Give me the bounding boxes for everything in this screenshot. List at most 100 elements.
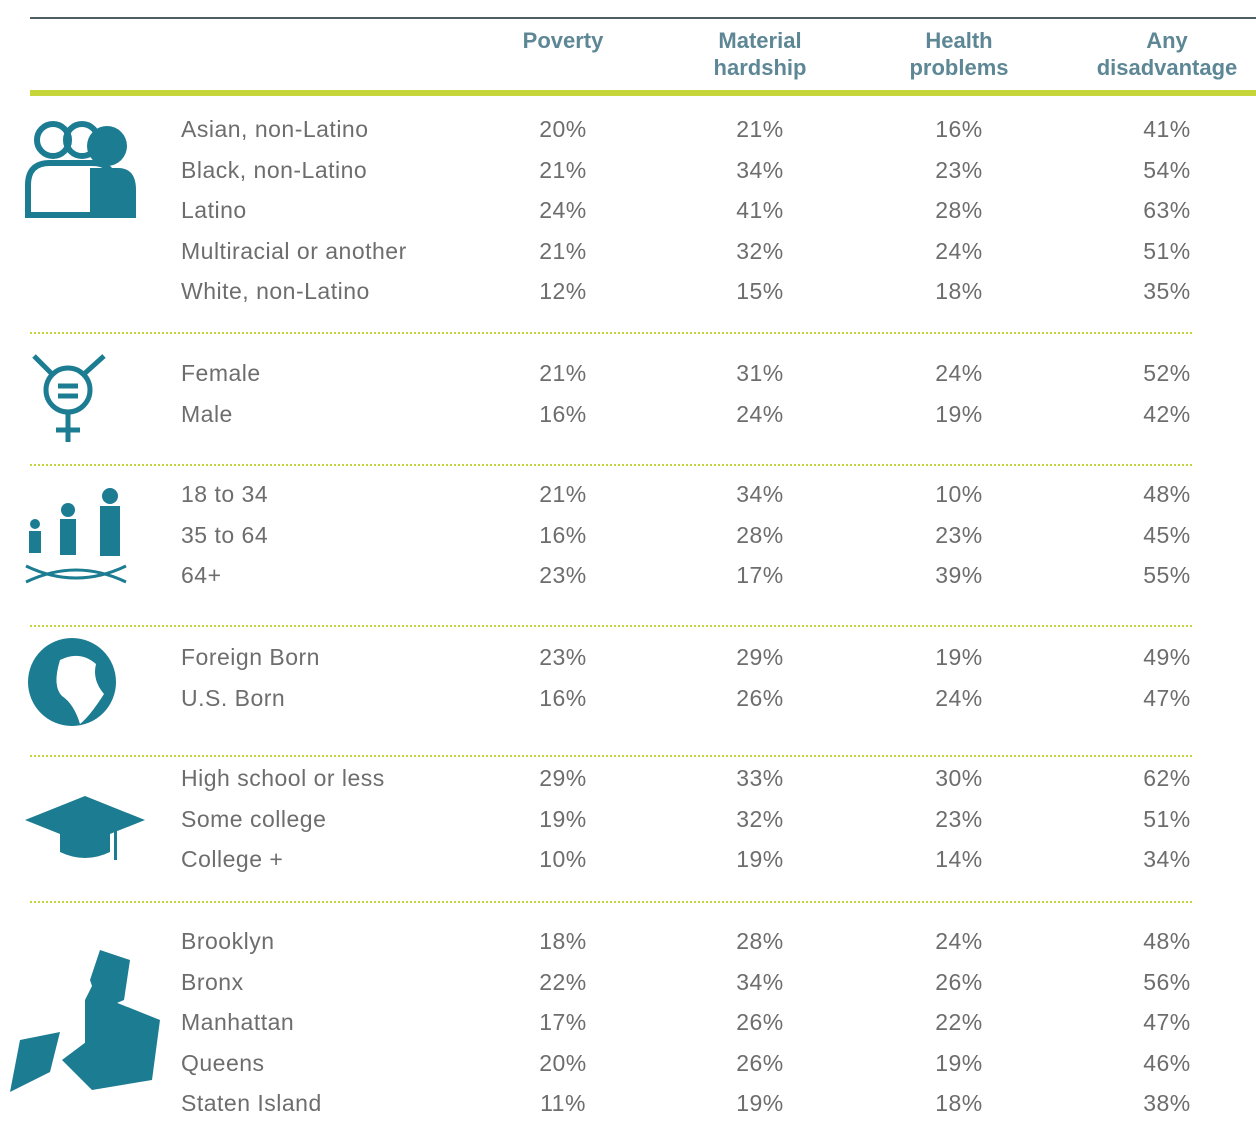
cell-value: 24% xyxy=(539,197,587,224)
cell-value: 18% xyxy=(935,278,983,305)
row-label: High school or less xyxy=(181,765,385,791)
globe-icon xyxy=(28,638,116,726)
cell-value: 15% xyxy=(736,278,784,305)
cell-value: 52% xyxy=(1143,360,1191,386)
row-label: U.S. Born xyxy=(181,684,286,711)
cell-value: 28% xyxy=(736,928,784,954)
cell-value: 62% xyxy=(1143,765,1191,791)
cell-value: 18% xyxy=(935,1090,983,1117)
people-icon xyxy=(25,121,136,218)
cell-value: 24% xyxy=(935,237,983,264)
column-header: Material hardship xyxy=(713,28,807,80)
cell-value: 41% xyxy=(736,197,784,224)
cell-value: 46% xyxy=(1143,1049,1191,1076)
row-label: Manhattan xyxy=(181,1009,295,1036)
row-label: Some college xyxy=(181,805,327,832)
cell-value: 23% xyxy=(539,562,587,589)
cell-value: 32% xyxy=(736,237,784,264)
cell-value: 23% xyxy=(935,805,983,832)
nyc-map-icon xyxy=(10,950,160,1092)
cell-value: 38% xyxy=(1143,1090,1191,1117)
cell-value: 48% xyxy=(1143,928,1191,954)
row-label: 18 to 34 xyxy=(181,481,269,507)
cell-value: 14% xyxy=(935,846,983,873)
cell-value: 23% xyxy=(935,156,983,183)
gender-icon xyxy=(32,354,106,442)
group-divider xyxy=(30,901,1192,903)
group-divider xyxy=(30,625,1192,627)
cell-value: 34% xyxy=(736,968,784,995)
cell-value: 26% xyxy=(736,1009,784,1036)
cell-value: 16% xyxy=(539,684,587,711)
cell-value: 12% xyxy=(539,278,587,305)
cell-value: 21% xyxy=(736,116,784,142)
column-header: Health problems xyxy=(909,28,1009,80)
row-label: Black, non-Latino xyxy=(181,156,368,183)
row-label: Multiracial or another xyxy=(181,237,407,264)
cell-value: 19% xyxy=(736,1090,784,1117)
cell-value: 54% xyxy=(1143,156,1191,183)
cell-value: 24% xyxy=(736,400,784,427)
row-label: Latino xyxy=(181,197,247,224)
cell-value: 24% xyxy=(935,360,983,386)
cell-value: 21% xyxy=(539,237,587,264)
cell-value: 19% xyxy=(935,1049,983,1076)
cell-value: 48% xyxy=(1143,481,1191,507)
column-header: Any disadvantage xyxy=(1096,28,1238,80)
header-rule xyxy=(30,90,1256,96)
cell-value: 19% xyxy=(935,400,983,427)
cell-value: 26% xyxy=(736,684,784,711)
cell-value: 35% xyxy=(1143,278,1191,305)
cell-value: 47% xyxy=(1143,1009,1191,1036)
cell-value: 30% xyxy=(935,765,983,791)
cell-value: 19% xyxy=(935,644,983,670)
cell-value: 56% xyxy=(1143,968,1191,995)
cell-value: 34% xyxy=(736,481,784,507)
row-label: White, non-Latino xyxy=(181,278,370,305)
cell-value: 41% xyxy=(1143,116,1191,142)
cell-value: 18% xyxy=(539,928,587,954)
row-label: 35 to 64 xyxy=(181,521,269,548)
cell-value: 28% xyxy=(736,521,784,548)
row-label: College + xyxy=(181,846,284,873)
cell-value: 49% xyxy=(1143,644,1191,670)
cell-value: 26% xyxy=(935,968,983,995)
cell-value: 10% xyxy=(539,846,587,873)
group-divider xyxy=(30,755,1192,757)
top-rule xyxy=(30,17,1256,19)
cell-value: 55% xyxy=(1143,562,1191,589)
cell-value: 16% xyxy=(539,521,587,548)
cell-value: 34% xyxy=(1143,846,1191,873)
cell-value: 63% xyxy=(1143,197,1191,224)
row-label: Staten Island xyxy=(181,1090,322,1117)
cell-value: 39% xyxy=(935,562,983,589)
cell-value: 22% xyxy=(935,1009,983,1036)
cell-value: 21% xyxy=(539,156,587,183)
cell-value: 42% xyxy=(1143,400,1191,427)
cell-value: 22% xyxy=(539,968,587,995)
cell-value: 20% xyxy=(539,1049,587,1076)
row-label: Male xyxy=(181,400,233,427)
group-divider xyxy=(30,464,1192,466)
row-label: Asian, non-Latino xyxy=(181,116,369,142)
cell-value: 16% xyxy=(935,116,983,142)
cell-value: 20% xyxy=(539,116,587,142)
column-header: Poverty xyxy=(522,28,604,53)
cell-value: 23% xyxy=(539,644,587,670)
cell-value: 17% xyxy=(736,562,784,589)
cell-value: 29% xyxy=(539,765,587,791)
cell-value: 21% xyxy=(539,360,587,386)
cell-value: 17% xyxy=(539,1009,587,1036)
group-divider xyxy=(30,332,1192,334)
cell-value: 32% xyxy=(736,805,784,832)
cell-value: 31% xyxy=(736,360,784,386)
cell-value: 47% xyxy=(1143,684,1191,711)
cell-value: 10% xyxy=(935,481,983,507)
cell-value: 19% xyxy=(736,846,784,873)
row-label: Foreign Born xyxy=(181,644,320,670)
cell-value: 23% xyxy=(935,521,983,548)
cell-value: 29% xyxy=(736,644,784,670)
cell-value: 19% xyxy=(539,805,587,832)
cell-value: 51% xyxy=(1143,237,1191,264)
